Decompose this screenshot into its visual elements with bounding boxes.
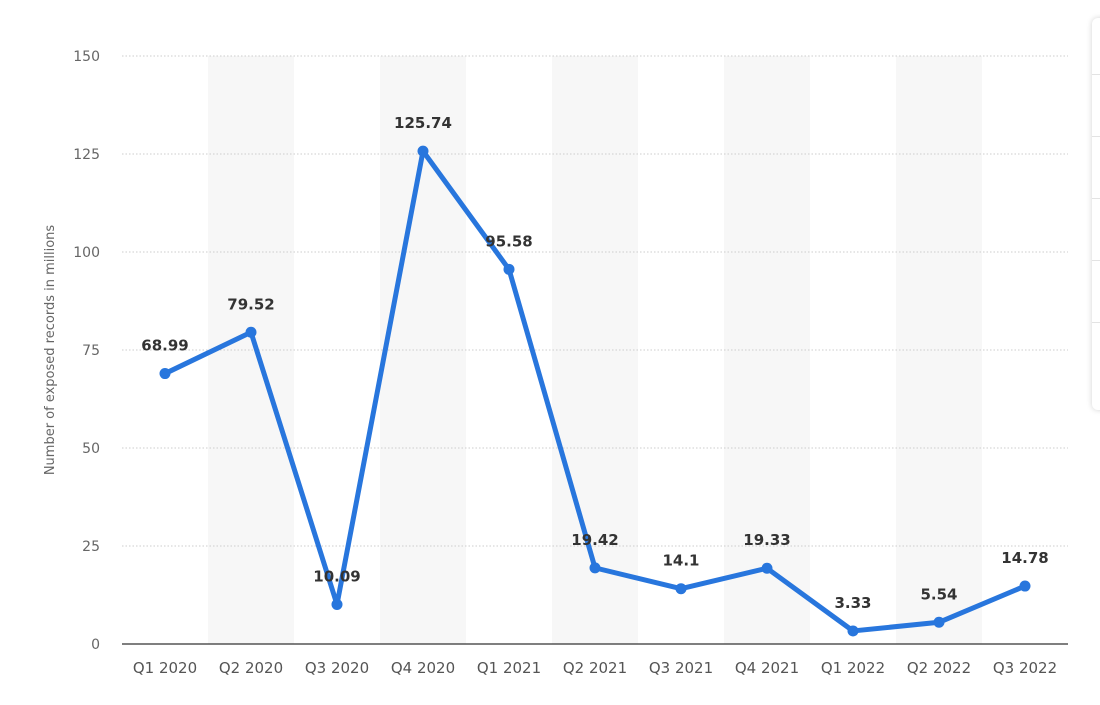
axis-layer: Q1 2020 Q2 2020 Q3 2020 Q4 2020 Q1 2021 Q2 20… bbox=[122, 643, 1068, 677]
data-label: 14.78 bbox=[1001, 549, 1048, 567]
toolbar-divider bbox=[1092, 260, 1100, 261]
data-label: 10.09 bbox=[313, 567, 360, 585]
x-tick-label: Q3 2021 bbox=[649, 659, 713, 677]
x-tick-label: Q4 2020 bbox=[391, 659, 455, 677]
x-tick-label: Q2 2022 bbox=[907, 659, 971, 677]
toolbar-divider bbox=[1092, 74, 1100, 75]
series-layer bbox=[159, 145, 1031, 637]
x-tick-label: Q1 2022 bbox=[821, 659, 885, 677]
data-point bbox=[589, 562, 601, 574]
data-point bbox=[675, 583, 687, 595]
data-point bbox=[761, 562, 773, 574]
data-label: 95.58 bbox=[485, 232, 532, 250]
data-label: 19.33 bbox=[743, 531, 790, 549]
x-tick-label: Q3 2020 bbox=[305, 659, 369, 677]
data-point bbox=[245, 326, 257, 338]
data-point bbox=[1019, 580, 1031, 592]
data-label: 79.52 bbox=[227, 295, 274, 313]
toolbar-divider bbox=[1092, 322, 1100, 323]
toolbar-divider bbox=[1092, 198, 1100, 199]
data-point bbox=[331, 598, 343, 610]
data-label: 68.99 bbox=[141, 337, 188, 355]
x-tick-label: Q2 2021 bbox=[563, 659, 627, 677]
data-point bbox=[847, 625, 859, 637]
data-label: 3.33 bbox=[834, 594, 871, 612]
y-tick-label: 75 bbox=[82, 343, 100, 359]
data-label: 5.54 bbox=[920, 585, 957, 603]
grid-layer: 0 25 50 75 100 125 150 bbox=[73, 49, 1068, 653]
y-axis-title: Number of exposed records in millions bbox=[43, 225, 58, 476]
data-label: 19.42 bbox=[571, 531, 618, 549]
x-tick-label: Q3 2022 bbox=[993, 659, 1057, 677]
side-toolbar-panel bbox=[1092, 18, 1100, 410]
y-tick-label: 50 bbox=[82, 441, 100, 457]
toolbar-divider bbox=[1092, 136, 1100, 137]
x-tick-label: Q4 2021 bbox=[735, 659, 799, 677]
data-label-layer: 68.99 79.52 10.09 125.74 95.58 19.42 14.1 19.33… bbox=[141, 114, 1048, 612]
data-label: 125.74 bbox=[394, 114, 452, 132]
data-point bbox=[159, 368, 171, 380]
y-tick-label: 25 bbox=[82, 539, 100, 555]
y-tick-label: 0 bbox=[91, 637, 100, 653]
data-point bbox=[503, 263, 515, 275]
y-tick-label: 100 bbox=[73, 245, 100, 261]
x-tick-label: Q1 2020 bbox=[133, 659, 197, 677]
y-tick-label: 125 bbox=[73, 147, 100, 163]
data-point bbox=[933, 616, 945, 628]
data-label: 14.1 bbox=[662, 552, 699, 570]
data-point bbox=[417, 145, 429, 157]
y-tick-label: 150 bbox=[73, 49, 100, 65]
x-tick-label: Q2 2020 bbox=[219, 659, 283, 677]
x-tick-label: Q1 2021 bbox=[477, 659, 541, 677]
